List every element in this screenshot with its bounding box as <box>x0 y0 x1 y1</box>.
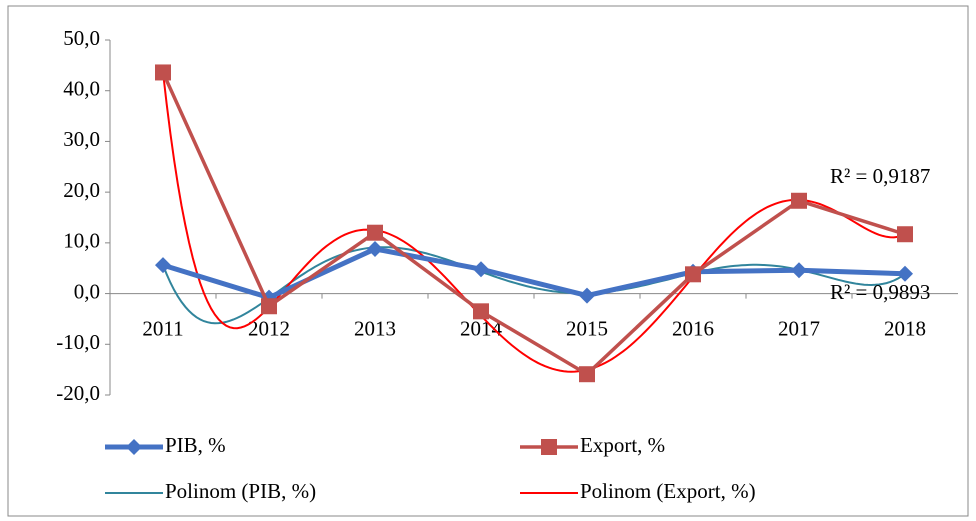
data-point <box>155 257 171 274</box>
y-tick-label: -20,0 <box>56 381 100 405</box>
data-point <box>473 303 489 320</box>
x-tick-label: 2015 <box>566 316 608 340</box>
y-tick-label: -10,0 <box>56 330 100 354</box>
legend-label: Polinom (PIB, %) <box>165 479 316 503</box>
r2-label: R² = 0,9893 <box>830 280 930 304</box>
x-tick-label: 2011 <box>142 316 183 340</box>
trendline <box>162 246 906 325</box>
data-point <box>261 298 277 315</box>
data-point <box>791 262 807 279</box>
legend-label: Polinom (Export, %) <box>580 479 756 503</box>
y-tick-label: 20,0 <box>63 178 100 202</box>
data-point <box>155 64 171 81</box>
y-tick-label: 10,0 <box>63 229 100 253</box>
data-point <box>897 265 913 282</box>
r2-label: R² = 0,9187 <box>830 164 930 188</box>
legend-label: PIB, % <box>165 433 226 457</box>
legend-label: Export, % <box>580 433 665 457</box>
y-tick-label: 30,0 <box>63 127 100 151</box>
x-tick-label: 2016 <box>672 316 714 340</box>
chart-frame <box>7 5 969 517</box>
data-point <box>685 266 701 283</box>
data-point <box>579 287 595 304</box>
data-point <box>367 240 383 257</box>
x-tick-label: 2018 <box>884 316 926 340</box>
data-point <box>473 261 489 278</box>
data-point <box>897 226 913 243</box>
y-tick-label: 0,0 <box>74 279 100 303</box>
series-line <box>161 71 906 377</box>
y-tick-label: 50,0 <box>63 26 100 50</box>
data-point <box>579 366 595 383</box>
data-point <box>791 192 807 209</box>
x-tick-label: 2013 <box>354 316 396 340</box>
legend-marker <box>541 439 557 455</box>
y-tick-label: 40,0 <box>63 77 100 101</box>
series-line <box>162 246 906 301</box>
x-tick-label: 2017 <box>778 316 820 340</box>
legend-marker <box>126 439 142 455</box>
data-point <box>367 224 383 241</box>
